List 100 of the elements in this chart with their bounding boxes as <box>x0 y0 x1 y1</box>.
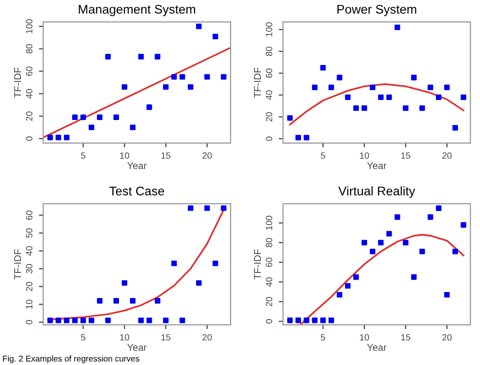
point <box>386 230 392 237</box>
point <box>378 240 384 246</box>
point <box>64 318 70 324</box>
point <box>444 84 450 90</box>
x-tick-label: 10 <box>360 152 369 159</box>
point <box>328 318 334 324</box>
point <box>130 124 136 130</box>
point <box>130 298 136 304</box>
y-tick-label: 80 <box>266 46 272 56</box>
y-tick-label: 20 <box>26 111 32 121</box>
point <box>320 318 326 324</box>
point <box>154 54 160 60</box>
point <box>88 124 94 130</box>
y-tick-label: 100 <box>266 22 272 36</box>
point <box>105 54 111 60</box>
point <box>80 114 86 120</box>
point <box>362 240 368 246</box>
point <box>88 318 94 324</box>
point <box>370 248 376 254</box>
point <box>113 114 120 120</box>
point <box>320 64 326 71</box>
point <box>402 105 408 111</box>
y-axis-title: TF-IDF <box>254 249 261 280</box>
point <box>138 318 144 324</box>
chart-title: Test Case <box>109 186 164 196</box>
y-tick-label: 20 <box>26 282 32 292</box>
x-tick-label: 10 <box>120 334 130 341</box>
point <box>370 84 376 90</box>
point <box>312 84 318 90</box>
point <box>460 222 466 228</box>
point <box>378 94 384 100</box>
point <box>353 105 359 111</box>
point <box>196 24 202 30</box>
point <box>122 280 128 286</box>
y-tick-label: 80 <box>266 238 272 248</box>
point <box>72 318 78 324</box>
point <box>304 134 310 140</box>
x-tick-label: 5 <box>81 334 86 341</box>
y-tick-label: 80 <box>26 44 32 54</box>
y-axis-title: TF-IDF <box>14 249 21 280</box>
x-tick-label: 15 <box>161 152 170 159</box>
point <box>212 34 218 40</box>
y-tick-label: 30 <box>26 264 32 274</box>
point <box>188 205 194 211</box>
point <box>436 94 442 100</box>
point <box>204 74 210 80</box>
point <box>188 84 194 90</box>
point <box>47 318 53 324</box>
y-tick-label: 40 <box>26 89 32 99</box>
x-tick-label: 10 <box>360 334 369 341</box>
point <box>80 318 86 324</box>
point <box>428 214 434 220</box>
chart-title: Virtual Reality <box>338 186 416 198</box>
point <box>171 74 177 80</box>
point <box>138 54 144 60</box>
point <box>394 24 400 30</box>
y-tick-label: 60 <box>266 68 272 78</box>
x-tick-label: 20 <box>202 152 212 159</box>
point <box>113 298 120 304</box>
y-tick-label: 100 <box>266 216 272 230</box>
point <box>122 84 128 90</box>
x-axis-title: Year <box>367 344 386 351</box>
point <box>295 134 302 140</box>
point <box>180 74 186 80</box>
point <box>336 74 342 80</box>
y-tick-label: 50 <box>26 228 32 238</box>
point <box>304 318 310 324</box>
y-tick-label: 0 <box>266 319 272 324</box>
y-tick-label: 10 <box>26 300 32 309</box>
point <box>295 318 302 324</box>
x-tick-label: 5 <box>320 152 326 159</box>
point <box>105 318 111 324</box>
y-axis-title: TF-IDF <box>254 67 261 98</box>
point <box>146 318 152 324</box>
point <box>353 274 359 280</box>
point <box>163 84 169 90</box>
point <box>196 280 202 286</box>
y-tick-label: 60 <box>26 66 32 76</box>
y-tick-label: 20 <box>266 296 272 306</box>
y-tick-label: 60 <box>26 210 32 220</box>
point <box>394 214 400 220</box>
point <box>460 94 466 100</box>
point <box>402 240 408 246</box>
y-tick-label: 100 <box>26 19 32 34</box>
x-tick-label: 15 <box>401 152 410 159</box>
caption: Fig. 2 Examples of regression curves <box>3 355 140 364</box>
point <box>287 115 293 121</box>
x-tick-label: 20 <box>442 152 452 159</box>
point <box>47 134 53 140</box>
y-tick-label: 40 <box>26 246 32 256</box>
y-tick-label: 0 <box>26 136 32 141</box>
point <box>96 298 102 304</box>
y-tick-label: 60 <box>266 258 272 267</box>
line-series <box>289 83 464 126</box>
point <box>386 94 392 100</box>
point <box>345 283 351 289</box>
chart-title: Management System <box>78 4 196 16</box>
point <box>444 292 450 298</box>
point <box>72 114 78 120</box>
y-tick-label: 0 <box>266 136 272 141</box>
